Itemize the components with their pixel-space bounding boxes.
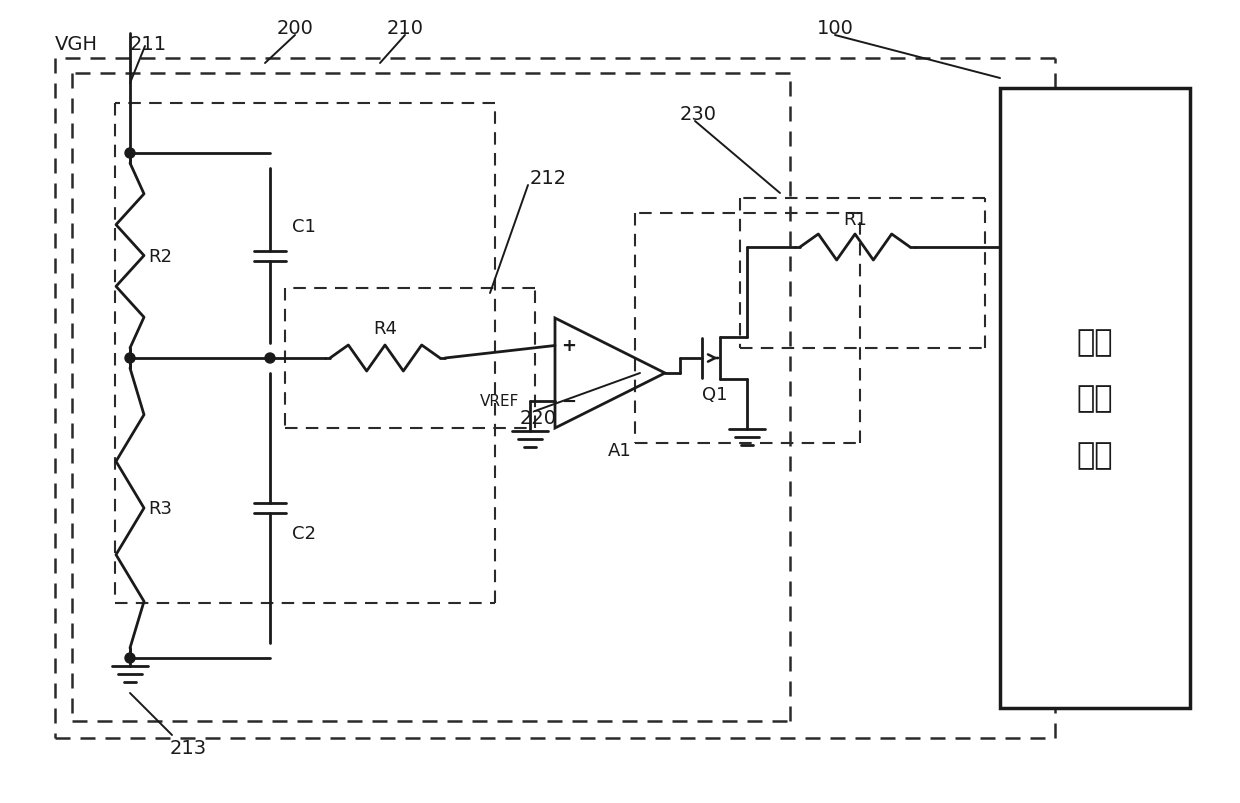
- Text: VREF: VREF: [480, 393, 520, 409]
- Text: 220: 220: [520, 409, 557, 428]
- Text: C2: C2: [291, 524, 316, 542]
- Text: R2: R2: [148, 247, 172, 265]
- Text: −: −: [562, 392, 577, 410]
- Circle shape: [125, 653, 135, 663]
- Text: VGH: VGH: [55, 35, 98, 54]
- Text: 210: 210: [387, 19, 424, 39]
- Text: A1: A1: [608, 442, 632, 459]
- Text: 100: 100: [817, 19, 853, 39]
- Circle shape: [265, 353, 275, 364]
- Text: 200: 200: [277, 19, 314, 39]
- Text: C1: C1: [291, 218, 316, 235]
- Text: Q1: Q1: [702, 386, 728, 404]
- Text: +: +: [562, 337, 577, 355]
- Text: R3: R3: [148, 499, 172, 517]
- Text: 211: 211: [130, 35, 167, 54]
- Text: 212: 212: [529, 169, 567, 188]
- Text: 230: 230: [680, 104, 717, 124]
- Circle shape: [125, 149, 135, 159]
- Bar: [999, 89, 1190, 708]
- Text: R1: R1: [843, 210, 867, 229]
- Circle shape: [125, 353, 135, 364]
- Text: R4: R4: [373, 320, 397, 337]
- Text: 213: 213: [170, 739, 207, 757]
- Text: 电平
转换
芯片: 电平 转换 芯片: [1076, 328, 1114, 470]
